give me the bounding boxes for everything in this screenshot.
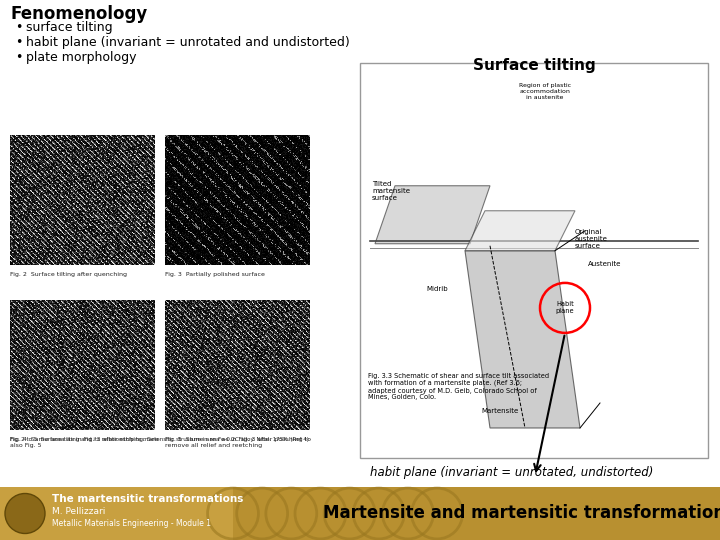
- Text: Original
austenite
surface: Original austenite surface: [575, 229, 608, 249]
- Text: Metallic Materials Engineering - Module 1: Metallic Materials Engineering - Module …: [52, 519, 211, 528]
- Text: Martensite: Martensite: [482, 408, 518, 414]
- Text: •: •: [15, 36, 22, 49]
- Text: Region of plastic
accommodation
in austenite: Region of plastic accommodation in auste…: [519, 83, 571, 99]
- Text: Midrib: Midrib: [426, 286, 448, 292]
- Text: Fig. 3  Partially polished surface: Fig. 3 Partially polished surface: [165, 272, 265, 277]
- Text: Fenomenology: Fenomenology: [10, 5, 148, 23]
- Text: The martensitic transformations: The martensitic transformations: [52, 494, 243, 504]
- Polygon shape: [465, 211, 575, 251]
- Text: habit plane (invariant = unrotated, undistorted): habit plane (invariant = unrotated, undi…: [370, 466, 653, 479]
- Text: Austenite: Austenite: [588, 261, 621, 267]
- Text: Surface tilting: Surface tilting: [472, 58, 595, 73]
- Text: M. Pellizzari: M. Pellizzari: [52, 507, 105, 516]
- Text: Fig. 2 to 5  Surface tilting and its relationship to martensitic structure in an: Fig. 2 to 5 Surface tilting and its rela…: [10, 437, 309, 442]
- Polygon shape: [465, 251, 580, 428]
- Text: surface tilting: surface tilting: [26, 21, 112, 34]
- Text: Fig. 3.3 Schematic of shear and surface tilt associated
with formation of a mart: Fig. 3.3 Schematic of shear and surface …: [368, 373, 549, 401]
- Text: habit plane (invariant = unrotated and undistorted): habit plane (invariant = unrotated and u…: [26, 36, 350, 49]
- Text: Habit
plane: Habit plane: [556, 301, 575, 314]
- Text: •: •: [15, 21, 22, 34]
- Text: Fig. 4  Same area as in Fig. 3 after etching. See
also Fig. 5: Fig. 4 Same area as in Fig. 3 after etch…: [10, 437, 158, 448]
- FancyArrowPatch shape: [534, 336, 564, 471]
- Text: Martensite and martensitic transformation: Martensite and martensitic transformatio…: [323, 504, 720, 523]
- Text: plate morphology: plate morphology: [26, 51, 137, 64]
- Bar: [0, 487, 233, 540]
- Text: Tilted
martensite
surface: Tilted martensite surface: [372, 181, 410, 201]
- Bar: [233, 487, 720, 540]
- Bar: [360, 63, 708, 458]
- Polygon shape: [375, 186, 490, 244]
- Circle shape: [5, 494, 45, 534]
- Text: Fig. 5  Same area as in Fig. 3 after polishing to
remove all relief and reetchin: Fig. 5 Same area as in Fig. 3 after poli…: [165, 437, 311, 448]
- Text: •: •: [15, 51, 22, 64]
- Text: Fig. 2  Surface tilting after quenching: Fig. 2 Surface tilting after quenching: [10, 272, 127, 277]
